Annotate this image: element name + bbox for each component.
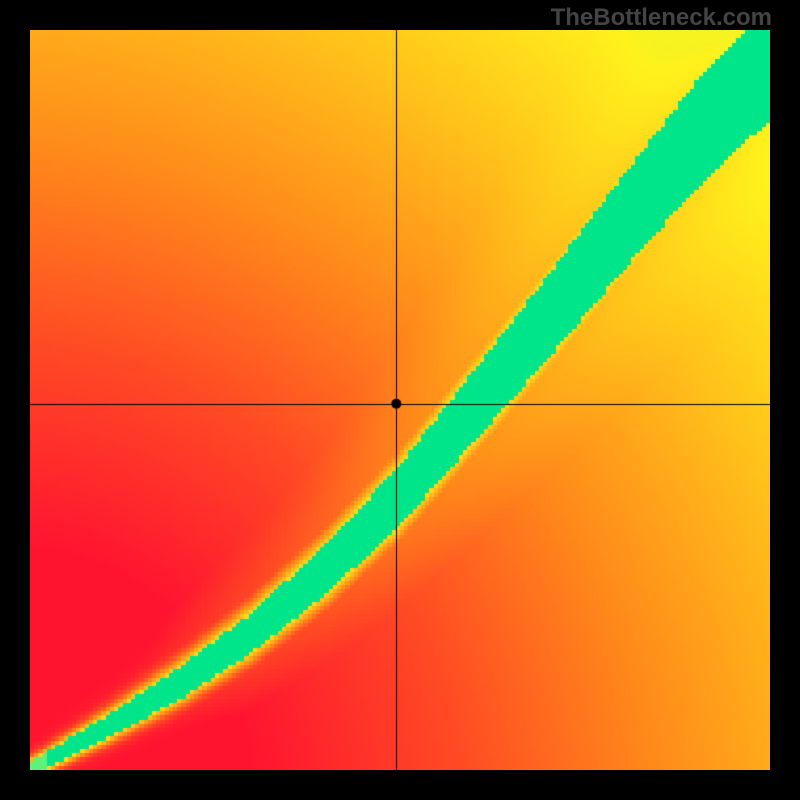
chart-container: TheBottleneck.com [0, 0, 800, 800]
bottleneck-heatmap [30, 30, 770, 770]
watermark-label: TheBottleneck.com [551, 4, 772, 32]
